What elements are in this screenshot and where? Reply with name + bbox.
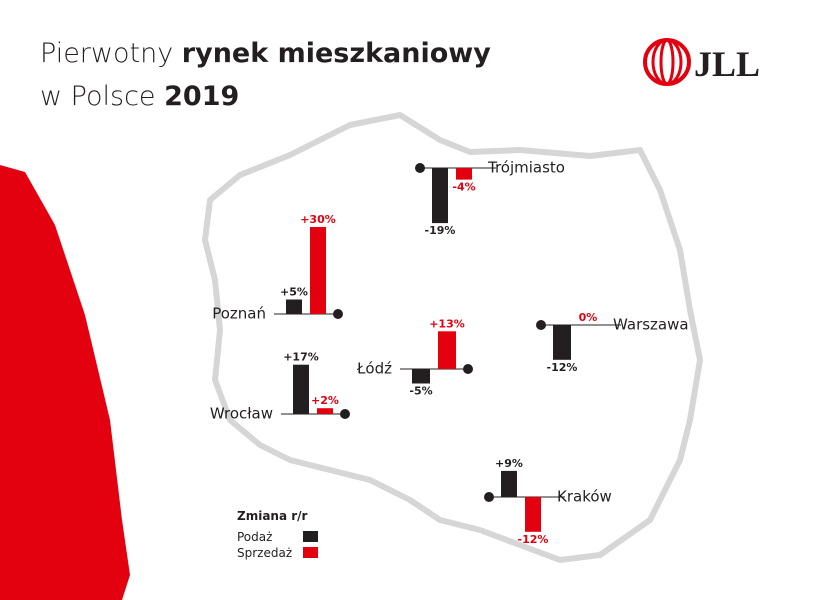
bar: [310, 227, 326, 314]
city-label: Łódź: [356, 360, 392, 378]
title-bold: 2019: [164, 81, 239, 112]
dot: [333, 309, 343, 319]
bar: [553, 325, 571, 360]
title-bold: rynek mieszkaniowy: [182, 38, 491, 69]
legend-title: Zmiana r/r: [237, 509, 308, 523]
logo-ring: [651, 38, 683, 86]
dot: [340, 409, 350, 419]
value-label: -12%: [518, 533, 549, 546]
logo-ring: [659, 38, 675, 86]
bar: [501, 470, 517, 497]
bar: [293, 364, 309, 414]
dot: [536, 320, 546, 330]
title: w Polsce 2019: [40, 81, 239, 112]
dot: [463, 364, 473, 374]
logo-text: JLL: [694, 44, 760, 84]
bar: [432, 168, 448, 224]
value-label: -4%: [452, 181, 475, 194]
city-label: Wrocław: [210, 405, 273, 423]
logo: JLL: [643, 38, 760, 86]
value-label: -12%: [547, 361, 578, 374]
city-label: Warszawa: [613, 316, 689, 334]
bar: [412, 369, 430, 384]
value-label: +30%: [300, 213, 336, 226]
dot: [415, 163, 425, 173]
value-label: +13%: [429, 317, 465, 330]
bar: [438, 331, 456, 369]
city-label: Poznań: [212, 305, 266, 323]
map-outline: [202, 112, 703, 563]
title-light: w Polsce: [40, 81, 156, 112]
dot: [484, 492, 494, 502]
value-label: 0%: [579, 311, 598, 324]
city-label: Kraków: [557, 488, 612, 506]
value-label: +2%: [311, 394, 339, 407]
city-label: Trójmiasto: [487, 159, 565, 177]
title-light: Pierwotny: [40, 38, 173, 69]
value-label: +17%: [283, 351, 319, 364]
legend-label: Podaż: [237, 530, 272, 544]
legend-label: Sprzedaż: [237, 546, 292, 560]
title: Pierwotny rynek mieszkaniowy: [40, 38, 491, 69]
legend-swatch: [303, 531, 318, 542]
bar: [317, 408, 333, 414]
value-label: +9%: [495, 457, 523, 470]
brush-stroke: [0, 165, 130, 600]
value-label: +5%: [280, 286, 308, 299]
bar: [286, 299, 302, 314]
bar: [525, 497, 541, 532]
legend-swatch: [303, 547, 318, 558]
value-label: -5%: [409, 385, 432, 398]
value-label: -19%: [425, 224, 456, 237]
bar: [456, 168, 472, 180]
